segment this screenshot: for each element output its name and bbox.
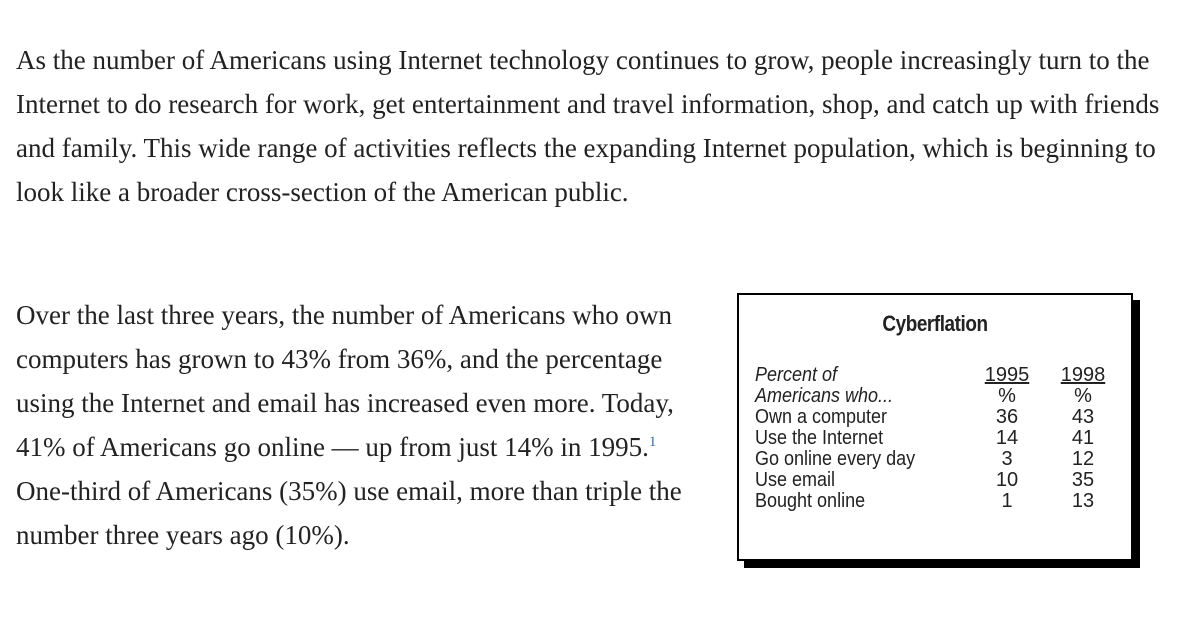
cyberflation-table-figure: Cyberflation Percent of 1995 1998 Americ… bbox=[737, 293, 1133, 561]
cell-1995: 36 bbox=[995, 406, 1019, 428]
cell-1995: 3 bbox=[1001, 448, 1013, 470]
paragraph-text-part1: Over the last three years, the number of… bbox=[16, 300, 674, 462]
row-label: Own a computer bbox=[755, 406, 888, 428]
body-paragraph: Over the last three years, the number of… bbox=[16, 293, 716, 557]
table-row: Bought online 1 13 bbox=[755, 491, 1123, 512]
cell-1998: 35 bbox=[1071, 469, 1095, 491]
cell-1995: 1 bbox=[1001, 490, 1013, 512]
table-row: Use email 10 35 bbox=[755, 470, 1123, 491]
table-row: Use the Internet 14 41 bbox=[755, 428, 1123, 449]
table-row: Own a computer 36 43 bbox=[755, 407, 1123, 428]
header-label-line1: Percent of bbox=[755, 364, 838, 386]
data-table: Percent of 1995 1998 Americans who... % … bbox=[755, 365, 1123, 512]
row-label: Bought online bbox=[755, 490, 866, 512]
unit-1995: % bbox=[998, 385, 1016, 407]
col-header-1998: 1998 bbox=[1060, 364, 1106, 386]
table-unit-row: Americans who... % % bbox=[755, 386, 1123, 407]
row-label: Use email bbox=[755, 469, 836, 491]
cell-1998: 43 bbox=[1071, 406, 1095, 428]
paragraph-text-part2: One-third of Americans (35%) use email, … bbox=[16, 476, 682, 550]
header-label-line2: Americans who... bbox=[755, 385, 894, 407]
unit-1998: % bbox=[1074, 385, 1092, 407]
table-header-row: Percent of 1995 1998 bbox=[755, 365, 1123, 386]
row-label: Go online every day bbox=[755, 448, 916, 470]
row-label: Use the Internet bbox=[755, 427, 884, 449]
footnote-link[interactable]: 1 bbox=[648, 434, 657, 450]
table-title: Cyberflation bbox=[882, 311, 988, 336]
intro-paragraph: As the number of Americans using Interne… bbox=[16, 45, 1160, 207]
cell-1995: 14 bbox=[995, 427, 1019, 449]
col-header-1995: 1995 bbox=[984, 364, 1030, 386]
cell-1998: 12 bbox=[1071, 448, 1095, 470]
cell-1998: 13 bbox=[1071, 490, 1095, 512]
cell-1995: 10 bbox=[995, 469, 1019, 491]
cell-1998: 41 bbox=[1071, 427, 1095, 449]
table-row: Go online every day 3 12 bbox=[755, 449, 1123, 470]
